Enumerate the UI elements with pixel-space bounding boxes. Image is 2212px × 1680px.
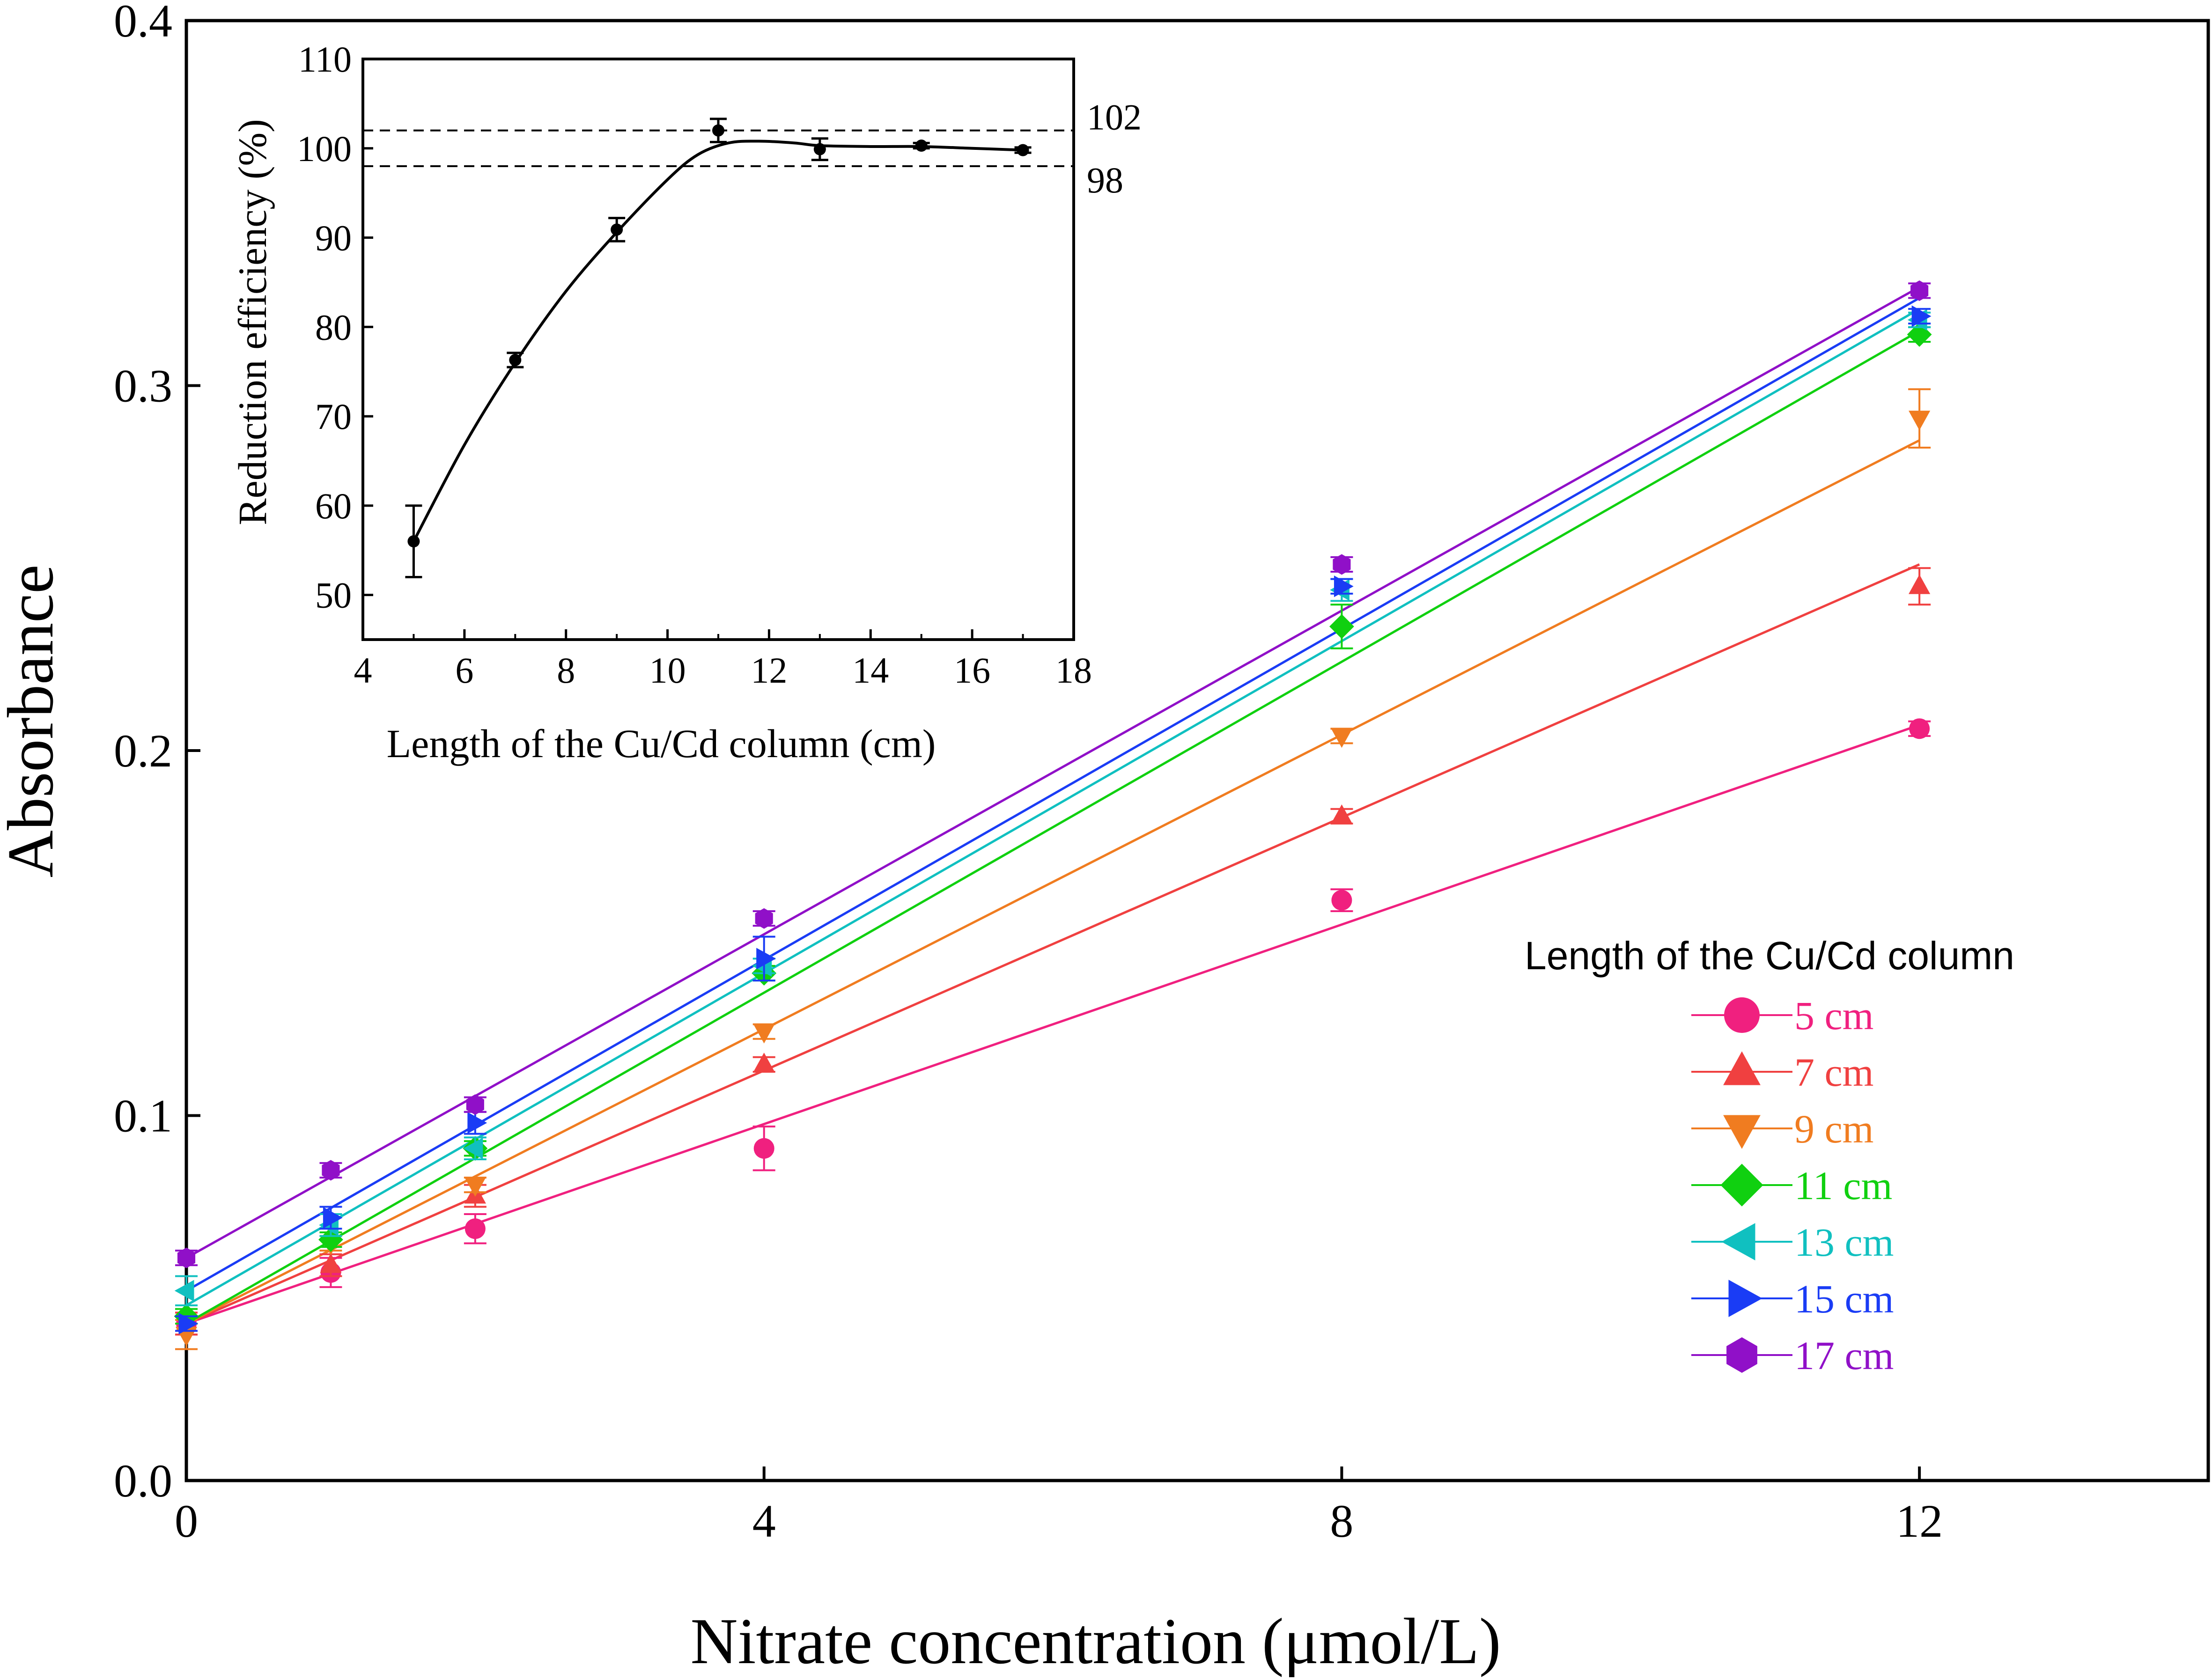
data-point	[753, 1138, 774, 1159]
data-point	[1329, 614, 1354, 639]
reference-line-label: 98	[1087, 160, 1123, 200]
legend-marker	[1721, 1223, 1755, 1260]
inset-x-tick-label: 6	[455, 650, 473, 691]
inset-data-point	[915, 140, 928, 152]
data-point	[1910, 280, 1929, 301]
y-tick-label: 0.3	[114, 360, 172, 412]
x-tick-label: 12	[1896, 1495, 1943, 1547]
inset-y-tick-label: 60	[315, 486, 352, 526]
data-point	[463, 1137, 483, 1159]
inset-reference-lines: 102 98	[363, 97, 1142, 200]
y-tick-label: 0.1	[114, 1090, 172, 1142]
data-point	[1333, 554, 1351, 575]
inset-x-tick-label: 12	[751, 650, 787, 691]
fit-line	[185, 286, 1920, 1259]
inset-x-axis-label: Length of the Cu/Cd column (cm)	[387, 721, 936, 766]
data-point	[753, 1024, 775, 1044]
data-point	[1911, 305, 1932, 327]
data-point	[756, 948, 776, 970]
legend-marker	[1723, 1115, 1761, 1149]
data-point	[466, 1094, 484, 1115]
inset-y-tick-label: 80	[315, 307, 352, 347]
data-point	[1334, 575, 1354, 597]
inset-data-points	[405, 118, 1032, 578]
fit-line	[185, 297, 1920, 1292]
data-point	[174, 1280, 194, 1302]
fit-curve	[412, 140, 1023, 542]
data-point	[323, 1207, 343, 1229]
main-fit-lines	[185, 286, 1920, 1325]
legend-label: 5 cm	[1794, 993, 1874, 1038]
inset-x-tick-label: 8	[557, 650, 575, 691]
inset-axes: 4 6 8 10 12 14 16 18 50 60 70 80 90 100 110	[297, 39, 1092, 691]
inset-data-point	[407, 535, 420, 548]
fit-line	[186, 724, 1920, 1325]
inset-y-tick-label: 70	[315, 396, 352, 437]
legend-marker	[1724, 997, 1760, 1033]
data-point	[464, 1177, 486, 1197]
data-point	[322, 1160, 340, 1181]
y-tick-label: 0.2	[114, 725, 172, 777]
data-point	[753, 1053, 775, 1072]
inset-data-point	[509, 354, 522, 366]
legend-title: Length of the Cu/Cd column	[1525, 934, 2014, 978]
inset-curve	[412, 140, 1023, 542]
y-tick-label: 0.0	[114, 1455, 172, 1507]
data-point	[755, 908, 773, 929]
legend-marker	[1723, 1051, 1761, 1085]
y-tick-label: 0.4	[114, 0, 172, 47]
data-point	[320, 1253, 342, 1273]
inset-x-tick-label: 4	[354, 650, 372, 691]
data-point	[178, 1312, 199, 1334]
legend-marker	[1720, 1164, 1763, 1207]
main-x-axis-label: Nitrate concentration (μmol/L)	[690, 1605, 1501, 1678]
inset-x-tick-label: 14	[852, 650, 889, 691]
legend-label: 7 cm	[1794, 1050, 1874, 1095]
inset-data-point	[611, 223, 623, 236]
fit-line	[185, 439, 1920, 1325]
data-point	[1909, 718, 1930, 739]
x-tick-label: 4	[752, 1495, 776, 1547]
x-tick-label: 0	[175, 1495, 198, 1547]
data-point	[1909, 411, 1931, 430]
x-tick-label: 8	[1330, 1495, 1353, 1547]
legend-label: 11 cm	[1794, 1163, 1892, 1208]
fit-line	[185, 308, 1920, 1307]
inset-y-tick-label: 100	[297, 128, 352, 169]
legend-label: 17 cm	[1794, 1333, 1894, 1378]
data-point	[465, 1218, 486, 1239]
inset-y-tick-label: 50	[315, 575, 352, 616]
data-point	[467, 1112, 487, 1134]
legend-marker	[1726, 1337, 1757, 1373]
data-point	[1331, 804, 1353, 824]
legend-label: 9 cm	[1794, 1106, 1874, 1151]
inset-y-tick-label: 90	[315, 218, 352, 258]
data-point	[1909, 574, 1931, 594]
legend-label: 13 cm	[1794, 1220, 1894, 1265]
inset-data-point	[813, 143, 826, 155]
inset-y-tick-label: 110	[298, 39, 352, 80]
inset-x-tick-label: 10	[649, 650, 686, 691]
inset-chart: 102 98 4 6 8 10 12 14 16 18 50 60 70 80 90 100 110 Leng…	[230, 39, 1142, 766]
main-data-points	[174, 280, 1932, 1350]
main-y-axis-label: Absorbance	[0, 565, 67, 878]
data-point	[177, 1247, 196, 1268]
legend-label: 15 cm	[1794, 1276, 1894, 1321]
inset-x-tick-label: 16	[954, 650, 990, 691]
data-point	[318, 1227, 343, 1252]
reference-line-label: 102	[1087, 97, 1142, 138]
inset-y-axis-label: Reduction efficiency (%)	[230, 119, 275, 525]
legend-marker	[1728, 1280, 1762, 1317]
legend: Length of the Cu/Cd column 5 cm 7 cm 9 cm 1…	[1525, 934, 2014, 1378]
inset-x-tick-label: 18	[1055, 650, 1092, 691]
main-axes: 0 4 8 12 0.0 0.1 0.2 0.3 0.4	[114, 0, 1943, 1547]
inset-data-point	[712, 124, 724, 137]
inset-data-point	[1017, 144, 1029, 156]
data-point	[1331, 728, 1353, 748]
data-point	[1331, 890, 1352, 911]
